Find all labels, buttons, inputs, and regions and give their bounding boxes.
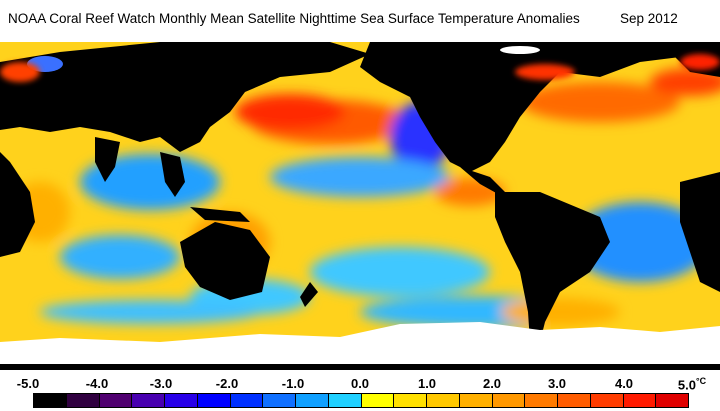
colorbar-swatch — [66, 394, 100, 407]
map-title: NOAA Coral Reef Watch Monthly Mean Satel… — [0, 11, 720, 33]
colorbar-swatch — [525, 394, 558, 407]
tick-label: -3.0 — [149, 376, 173, 391]
colorbar-swatch — [459, 394, 493, 407]
tick-label: 3.0 — [547, 376, 567, 391]
colorbar-swatch — [590, 394, 624, 407]
colorbar-swatch — [394, 394, 427, 407]
colorbar-swatch — [296, 394, 329, 407]
tick-label: 1.0 — [417, 376, 437, 391]
tick-label-max: 5.0°C — [678, 376, 706, 392]
colorbar-swatch — [361, 394, 395, 407]
coastal-anomalies — [0, 54, 720, 82]
sst-anomaly-map — [0, 42, 720, 370]
colorbar — [33, 393, 689, 408]
colorbar-swatch — [623, 394, 657, 407]
tick-label: -5.0 — [16, 376, 40, 391]
colorbar-swatch — [197, 394, 231, 407]
colorbar-swatch — [328, 394, 362, 407]
colorbar-swatch — [34, 394, 67, 407]
colorbar-swatch — [132, 394, 165, 407]
colorbar-swatch — [492, 394, 526, 407]
colorbar-swatch — [230, 394, 264, 407]
sea-ice — [0, 46, 720, 364]
colorbar-swatch — [165, 394, 198, 407]
tick-unit: °C — [695, 376, 707, 386]
colorbar-swatch — [263, 394, 296, 407]
tick-label: 2.0 — [482, 376, 502, 391]
tick-label: -4.0 — [85, 376, 109, 391]
tick-label: -1.0 — [281, 376, 305, 391]
title-text: NOAA Coral Reef Watch Monthly Mean Satel… — [8, 11, 580, 26]
colorbar-swatch — [558, 394, 591, 407]
tick-label: -2.0 — [215, 376, 239, 391]
tick-label: 4.0 — [614, 376, 634, 391]
colorbar-swatch — [99, 394, 133, 407]
sst-anomaly-map-svg — [0, 42, 720, 370]
colorbar-tick-labels: -5.0 -4.0 -3.0 -2.0 -1.0 0.0 1.0 2.0 3.0… — [0, 376, 720, 392]
colorbar-swatch — [656, 394, 688, 407]
tick-value: 5.0 — [677, 377, 696, 393]
title-date: Sep 2012 — [620, 11, 678, 26]
tick-label: 0.0 — [350, 376, 370, 391]
colorbar-swatch — [427, 394, 460, 407]
